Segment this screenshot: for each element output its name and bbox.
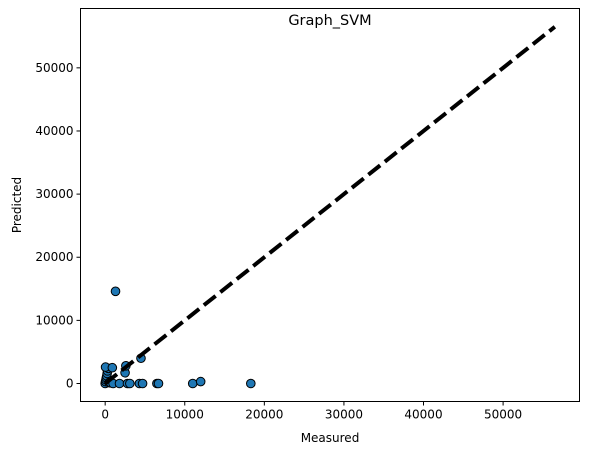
y-axis: 0 10000 20000 30000 40000 50000: [35, 61, 81, 391]
x-tick-label: 30000: [325, 408, 363, 422]
data-point-21: [137, 378, 148, 389]
y-tick-label: 0: [66, 377, 74, 391]
y-tick-label: 50000: [35, 61, 73, 75]
data-point-18: [125, 378, 135, 389]
data-point-26: [246, 378, 256, 389]
x-axis-title: Measured: [301, 431, 360, 445]
data-point-11: [107, 362, 118, 373]
y-tick-label: 10000: [35, 313, 73, 327]
chart-title: Graph_SVM: [288, 13, 371, 29]
data-point-14: [114, 378, 125, 389]
y-axis-title: Predicted: [10, 177, 24, 233]
data-point-13: [110, 286, 121, 297]
data-point-23: [153, 378, 164, 389]
x-axis: 0 10000 20000 30000 40000 50000: [101, 401, 522, 422]
data-point-25: [195, 376, 206, 387]
points-layer: [100, 286, 256, 389]
y-tick-label: 20000: [35, 250, 73, 264]
data-point-24: [187, 378, 198, 389]
plot-frame: [80, 8, 580, 402]
reference-line-layer: [103, 25, 557, 386]
y-tick-label: 30000: [35, 187, 73, 201]
reference-line: [103, 25, 557, 386]
x-tick-label: 10000: [166, 408, 204, 422]
x-tick-label: 50000: [484, 408, 522, 422]
x-tick-label: 20000: [245, 408, 283, 422]
x-tick-label: 0: [101, 408, 109, 422]
y-tick-label: 40000: [35, 124, 73, 138]
x-tick-label: 40000: [404, 408, 442, 422]
